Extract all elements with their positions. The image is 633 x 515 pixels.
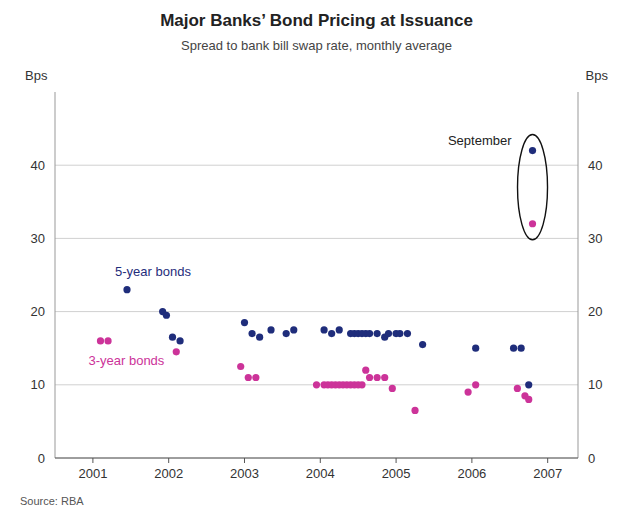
y2-axis-label: Bps <box>586 68 609 83</box>
point <box>313 381 320 388</box>
point <box>104 337 111 344</box>
point <box>176 337 183 344</box>
point <box>123 286 130 293</box>
y2-tick-label: 10 <box>588 377 602 392</box>
point <box>472 381 479 388</box>
point <box>518 345 525 352</box>
x-tick <box>168 458 169 463</box>
chart: Major Banks’ Bond Pricing at Issuance Spr… <box>0 0 633 515</box>
x-tick-label: 2002 <box>154 466 183 481</box>
y2-tick-label: 40 <box>588 158 602 173</box>
point <box>411 407 418 414</box>
highlight-ellipse <box>518 135 548 240</box>
point <box>472 345 479 352</box>
x-tick-label: 2003 <box>230 466 259 481</box>
point <box>169 334 176 341</box>
point <box>163 312 170 319</box>
point <box>248 330 255 337</box>
point <box>525 396 532 403</box>
point <box>374 330 381 337</box>
point <box>362 367 369 374</box>
y-axis-line <box>55 92 56 458</box>
point <box>241 319 248 326</box>
x-tick-label: 2005 <box>382 466 411 481</box>
point <box>525 381 532 388</box>
series-label: 5-year bonds <box>115 264 191 279</box>
point <box>283 330 290 337</box>
subtitle: Spread to bank bill swap rate, monthly a… <box>181 38 452 53</box>
point <box>245 374 252 381</box>
y2-tick-label: 20 <box>588 304 602 319</box>
point <box>358 381 365 388</box>
point <box>464 389 471 396</box>
x-axis-line <box>55 458 578 459</box>
annotation: September <box>448 133 512 148</box>
point <box>404 330 411 337</box>
points <box>97 147 536 414</box>
x-tick-label: 2006 <box>457 466 486 481</box>
point <box>381 374 388 381</box>
grid-line <box>55 311 578 312</box>
y-tick-label: 10 <box>31 377 45 392</box>
y-axis-label: Bps <box>25 68 48 83</box>
y2-tick-label: 0 <box>588 451 595 466</box>
y2-axis-line <box>578 92 579 458</box>
point <box>336 326 343 333</box>
series <box>97 220 536 414</box>
point <box>97 337 104 344</box>
x-tick <box>471 458 472 463</box>
point <box>237 363 244 370</box>
point <box>419 341 426 348</box>
y-tick-label: 20 <box>31 304 45 319</box>
point <box>173 348 180 355</box>
point <box>514 385 521 392</box>
point <box>267 326 274 333</box>
x-tick-label: 2001 <box>78 466 107 481</box>
x-tick <box>547 458 548 463</box>
point <box>396 330 403 337</box>
grid-line <box>55 165 578 166</box>
point <box>366 374 373 381</box>
grid <box>55 165 578 458</box>
y2-tick-label: 30 <box>588 231 602 246</box>
point <box>529 147 536 154</box>
x-tick <box>320 458 321 463</box>
x-tick <box>396 458 397 463</box>
source: Source: RBA <box>20 495 84 507</box>
point <box>290 326 297 333</box>
point <box>256 334 263 341</box>
x-tick <box>244 458 245 463</box>
point <box>320 326 327 333</box>
x-tick <box>92 458 93 463</box>
point <box>366 330 373 337</box>
grid-line <box>55 238 578 239</box>
grid-line <box>55 458 578 459</box>
point <box>252 374 259 381</box>
title: Major Banks’ Bond Pricing at Issuance <box>160 11 473 30</box>
series-label: 3-year bonds <box>88 353 164 368</box>
y-tick-label: 30 <box>31 231 45 246</box>
point <box>529 220 536 227</box>
x-tick-label: 2004 <box>306 466 335 481</box>
point <box>510 345 517 352</box>
point <box>328 330 335 337</box>
point <box>385 330 392 337</box>
point <box>374 374 381 381</box>
x-tick-label: 2007 <box>533 466 562 481</box>
point <box>389 385 396 392</box>
y-tick-label: 0 <box>38 451 45 466</box>
y-tick-label: 40 <box>31 158 45 173</box>
